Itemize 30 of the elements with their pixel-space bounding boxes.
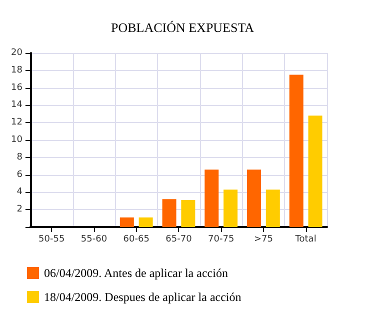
bar <box>120 217 134 227</box>
y-tick-label: 8 <box>16 152 23 162</box>
bar <box>289 74 304 227</box>
bar <box>138 217 153 227</box>
x-tick-label: 50-55 <box>38 234 65 244</box>
x-tick-label: 65-70 <box>166 234 192 244</box>
x-tick-label: Total <box>294 234 316 244</box>
y-tick-label: 18 <box>11 65 23 76</box>
y-tick-label: 12 <box>11 118 22 128</box>
bar <box>308 116 322 227</box>
x-tick-label: 60-65 <box>123 234 150 244</box>
y-tick-label: 20 <box>11 48 23 58</box>
x-tick-label: 55-60 <box>80 234 108 244</box>
legend-label: 18/04/2009. Despues de aplicar la acción <box>44 290 242 304</box>
y-tick-label: 4 <box>16 187 23 198</box>
chart-title: POBLACIÓN EXPUESTA <box>110 20 255 35</box>
bar <box>224 190 238 227</box>
y-tick-label: 10 <box>11 135 23 145</box>
y-tick-label: 2 <box>16 204 22 215</box>
bar <box>247 170 262 227</box>
x-tick-label: >75 <box>254 234 273 244</box>
y-tick-label: 6 <box>16 170 23 180</box>
legend-label: 06/04/2009. Antes de aplicar la acción <box>44 266 228 280</box>
y-tick-label: 16 <box>11 82 23 93</box>
bar <box>181 200 196 227</box>
x-tick-label: 70-75 <box>208 234 234 244</box>
bar <box>266 190 280 227</box>
y-tick-label: 14 <box>11 100 23 110</box>
bar <box>204 170 219 227</box>
bar <box>162 199 176 227</box>
